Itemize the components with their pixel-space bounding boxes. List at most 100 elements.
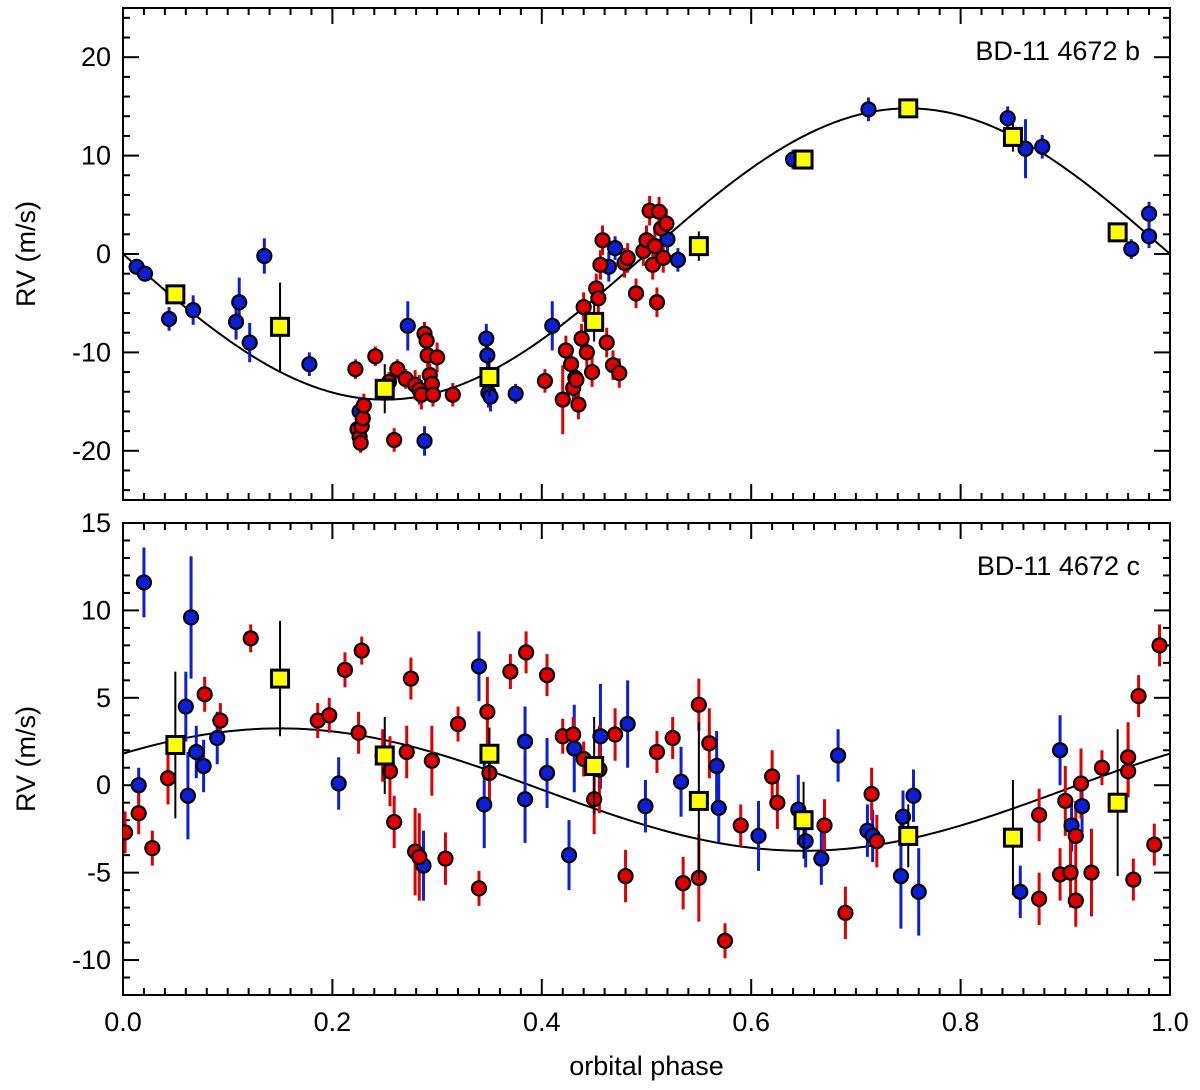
red-data-point [538, 666, 556, 684]
blue-data-point [750, 827, 767, 845]
y-tick-label: 5 [96, 683, 111, 713]
x-tick-label: 0.0 [104, 1007, 142, 1037]
blue-data-point [182, 609, 200, 626]
blue-data-point [507, 385, 524, 402]
top-panel-planet-b: -20 -10 0 10 20 RV (m/s) BD-11 4672 b [11, 7, 1171, 501]
y-tick-label: 0 [96, 770, 111, 800]
blue-data-point [185, 301, 202, 319]
red-data-point [650, 203, 668, 220]
red-data-point [479, 703, 496, 720]
binned-data-square [374, 378, 395, 399]
red-data-point [1067, 892, 1084, 909]
red-data-point [690, 696, 707, 713]
red-data-point [769, 794, 786, 811]
red-data-point [655, 249, 672, 267]
red-data-point [716, 932, 734, 949]
blue-data-point [136, 265, 154, 282]
red-data-point [619, 249, 636, 267]
red-data-point [837, 904, 854, 921]
blue-data-point [482, 388, 499, 405]
red-data-point [212, 712, 229, 729]
blue-data-point [516, 791, 534, 808]
red-data-point [1072, 775, 1090, 792]
red-data-point [1031, 890, 1048, 907]
red-data-point [598, 334, 615, 351]
blue-data-point [179, 787, 197, 804]
binned-data-square [479, 743, 500, 764]
x-tick-label: 0.2 [314, 1007, 352, 1037]
red-data-point [1120, 763, 1137, 780]
blue-data-point [188, 743, 205, 761]
blue-data-point [256, 247, 273, 265]
red-data-point [573, 330, 590, 347]
blue-data-point [672, 773, 690, 790]
red-data-point [130, 805, 147, 822]
y-tick-label: 0 [96, 239, 111, 269]
red-data-point [424, 386, 442, 403]
blue-data-point [905, 787, 922, 804]
red-data-point [444, 386, 461, 403]
blue-data-point [301, 356, 318, 373]
red-data-point [123, 824, 134, 841]
red-data-point [592, 256, 609, 273]
binned-data-square [374, 745, 395, 766]
blue-data-point [479, 347, 496, 364]
red-data-point [627, 285, 645, 302]
y-tick-label: -20 [72, 436, 111, 466]
binned-data-square [1002, 126, 1023, 147]
red-data-point [1083, 864, 1100, 881]
y-tick-label: 10 [81, 595, 111, 625]
red-data-point [606, 726, 624, 743]
blue-data-point [416, 432, 433, 450]
blue-data-point [1123, 240, 1140, 258]
binned-data-square [898, 98, 919, 119]
red-data-point [590, 290, 607, 307]
red-data-point [536, 372, 554, 390]
binned-data-square [1107, 792, 1128, 813]
red-data-point [449, 715, 467, 733]
blue-data-point [1073, 798, 1091, 815]
blue-data-point [538, 764, 556, 782]
blue-data-point [592, 728, 609, 745]
y-tick-label: 10 [81, 141, 111, 171]
red-data-point [617, 868, 634, 885]
binned-data-square [479, 367, 500, 387]
x-tick-label: 1.0 [1151, 1007, 1189, 1037]
red-data-point [242, 630, 259, 647]
red-data-point [568, 371, 585, 389]
plot-frame [122, 522, 1171, 996]
binned-data-square [270, 668, 291, 689]
blue-data-point [130, 777, 147, 794]
binned-data-square [165, 735, 186, 756]
blue-data-point [1051, 742, 1069, 759]
blue-data-point [560, 847, 578, 864]
bottom-y-axis-label: RV (m/s) [11, 706, 41, 812]
binned-data-square [688, 236, 709, 257]
binned-data-square [688, 790, 709, 811]
red-data-point [347, 361, 364, 378]
red-data-point [1093, 759, 1111, 776]
red-data-point [367, 348, 384, 365]
red-data-point [502, 663, 519, 680]
red-data-point [1031, 806, 1048, 824]
red-data-point [675, 875, 692, 892]
blue-data-point [470, 658, 488, 675]
binned-data-square [270, 316, 291, 337]
red-data-point [353, 642, 370, 659]
blue-data-point [894, 808, 912, 825]
blue-data-point [606, 239, 624, 257]
red-data-point [386, 813, 403, 831]
red-data-point [594, 232, 611, 249]
blue-data-point [399, 317, 416, 334]
blue-data-point [516, 733, 534, 750]
red-data-point [423, 752, 440, 769]
binned-data-square [1002, 827, 1023, 848]
blue-data-point [813, 850, 830, 867]
red-data-point [732, 817, 749, 834]
red-data-point [646, 238, 663, 255]
red-data-point [386, 431, 403, 449]
data-layer [123, 97, 1170, 456]
red-data-point [418, 332, 435, 349]
blue-data-point [241, 334, 258, 351]
blue-data-point [209, 729, 226, 747]
